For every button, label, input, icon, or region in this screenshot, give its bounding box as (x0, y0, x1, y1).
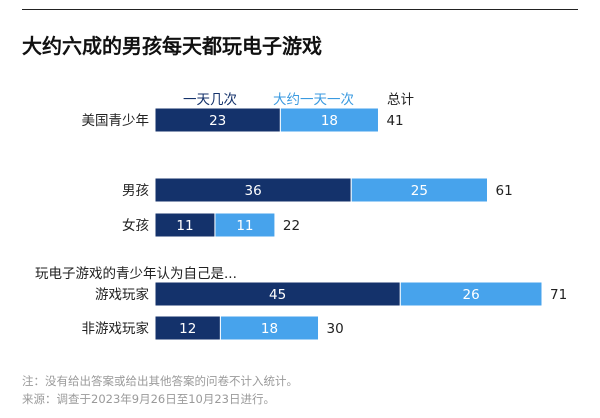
data-label: 45 (269, 287, 286, 303)
bar-segment (279, 107, 379, 133)
bar-segment (214, 212, 276, 238)
row-label: 女孩 (122, 217, 149, 234)
total-label: 30 (327, 321, 344, 337)
bar-segment (154, 177, 352, 203)
bar-segment (154, 281, 401, 307)
total-label: 22 (283, 218, 300, 234)
bar-segment (154, 315, 221, 341)
total-label: 71 (550, 287, 567, 303)
data-label: 36 (245, 183, 262, 199)
total-label: 61 (495, 183, 512, 199)
row-label: 非游戏玩家 (82, 320, 150, 337)
data-label: 11 (176, 218, 193, 234)
legend-often: 一天几次 (183, 92, 237, 108)
chart-title: 大约六成的男孩每天都玩电子游戏 (22, 34, 322, 58)
source-note: 来源：调查于2023年9月26日至10月23日进行。 (22, 392, 275, 406)
footnote: 注：没有给出答案或给出其他答案的问卷不计入统计。 (22, 374, 298, 388)
row-label: 男孩 (122, 183, 149, 199)
bar-segment (399, 281, 543, 307)
gamer-subhead: 玩电子游戏的青少年认为自己是... (35, 266, 237, 282)
data-label: 18 (321, 113, 338, 129)
top-rule (22, 9, 578, 10)
data-label: 26 (463, 287, 480, 303)
data-label: 18 (261, 321, 278, 337)
bar-segment (350, 177, 488, 203)
legend-total: 总计 (387, 92, 414, 108)
data-label: 25 (411, 183, 428, 199)
data-label: 23 (209, 113, 226, 129)
data-label: 11 (236, 218, 253, 234)
row-label: 游戏玩家 (95, 286, 149, 303)
legend-daily: 大约一天一次 (273, 92, 354, 108)
bar-segment (219, 315, 320, 341)
total-label: 41 (386, 113, 403, 129)
bar-segment (154, 212, 216, 238)
data-label: 12 (179, 321, 196, 337)
row-label: 美国青少年 (82, 113, 150, 129)
